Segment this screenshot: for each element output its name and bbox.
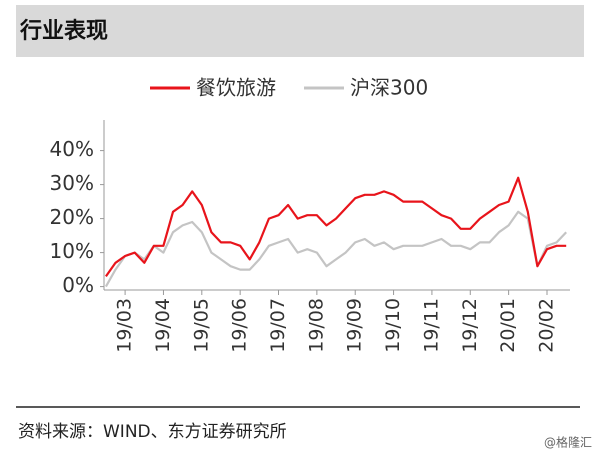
y-tick-label: 10% bbox=[50, 239, 94, 263]
x-tick-label: 19/06 bbox=[229, 298, 251, 353]
series-line bbox=[105, 176, 567, 278]
header-bar bbox=[16, 5, 584, 57]
x-tick-label: 19/07 bbox=[267, 298, 289, 353]
legend-label: 餐饮旅游 bbox=[196, 76, 276, 100]
x-tick-label: 19/08 bbox=[305, 298, 327, 353]
x-tick-label: 20/01 bbox=[497, 298, 519, 353]
header-title: 行业表现 bbox=[19, 18, 108, 44]
x-tick-label: 19/11 bbox=[420, 298, 442, 353]
watermark: @格隆汇 bbox=[544, 435, 592, 450]
legend-label: 沪深300 bbox=[350, 76, 428, 100]
y-tick-label: 20% bbox=[50, 205, 94, 229]
x-tick-label: 19/05 bbox=[190, 298, 212, 353]
x-tick-label: 19/10 bbox=[382, 298, 404, 353]
x-tick-label: 19/09 bbox=[344, 298, 366, 353]
y-tick-label: 0% bbox=[62, 273, 94, 297]
x-tick-label: 19/04 bbox=[152, 298, 174, 353]
x-tick-label: 20/02 bbox=[535, 298, 557, 353]
source: 资料来源：WIND、东方证券研究所 bbox=[18, 422, 287, 442]
x-tick-label: 19/12 bbox=[459, 298, 481, 353]
x-tick-label: 19/03 bbox=[114, 298, 136, 353]
y-tick-label: 30% bbox=[50, 171, 94, 195]
y-tick-label: 40% bbox=[50, 137, 94, 161]
series-line bbox=[104, 210, 568, 288]
